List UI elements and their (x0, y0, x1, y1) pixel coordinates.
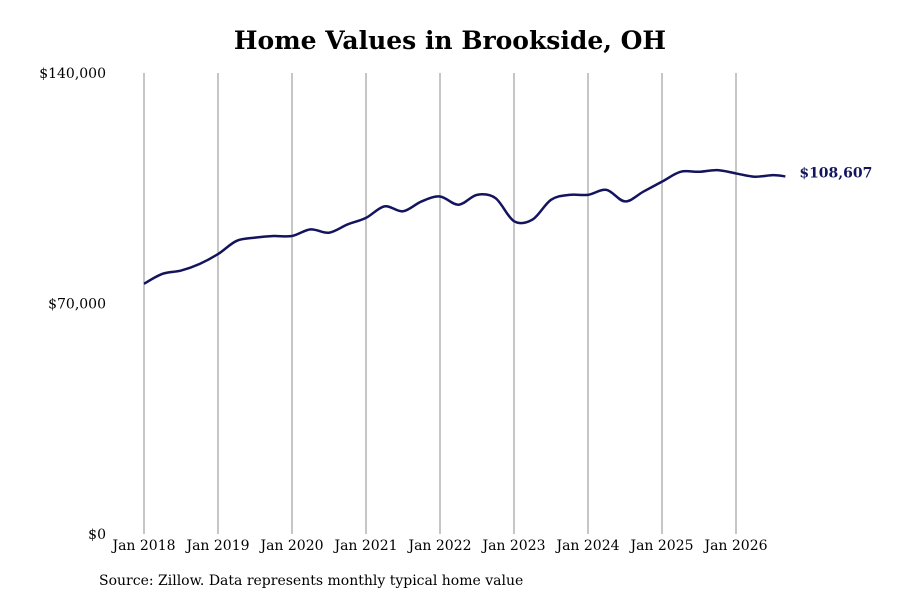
series-layer (143, 168, 786, 285)
x-axis-ticks: Jan 2018 Jan 2019 Jan 2020 Jan 2021 Jan 2022… (110, 538, 767, 554)
x-tick-label: Jan 2025 (628, 538, 693, 554)
x-tick-label: Jan 2022 (406, 538, 471, 554)
y-tick-label: $140,000 (39, 66, 106, 82)
chart-title: Home Values in Brookside, OH (233, 26, 667, 55)
end-value-label: $108,607 (799, 165, 872, 181)
x-tick-label: Jan 2021 (332, 538, 397, 554)
y-tick-label: $0 (88, 527, 106, 543)
x-tick-label: Jan 2020 (258, 538, 323, 554)
x-tick-label: Jan 2024 (554, 538, 619, 554)
y-axis-ticks: $0 $70,000 $140,000 (39, 66, 106, 543)
x-tick-label: Jan 2019 (184, 538, 249, 554)
y-tick-label: $70,000 (48, 297, 106, 313)
x-tick-label: Jan 2018 (110, 538, 175, 554)
source-note: Source: Zillow. Data represents monthly … (99, 573, 524, 589)
x-tick-label: Jan 2026 (702, 538, 767, 554)
series-line (143, 168, 786, 285)
grid-lines (143, 73, 737, 534)
x-tick-label: Jan 2023 (480, 538, 545, 554)
